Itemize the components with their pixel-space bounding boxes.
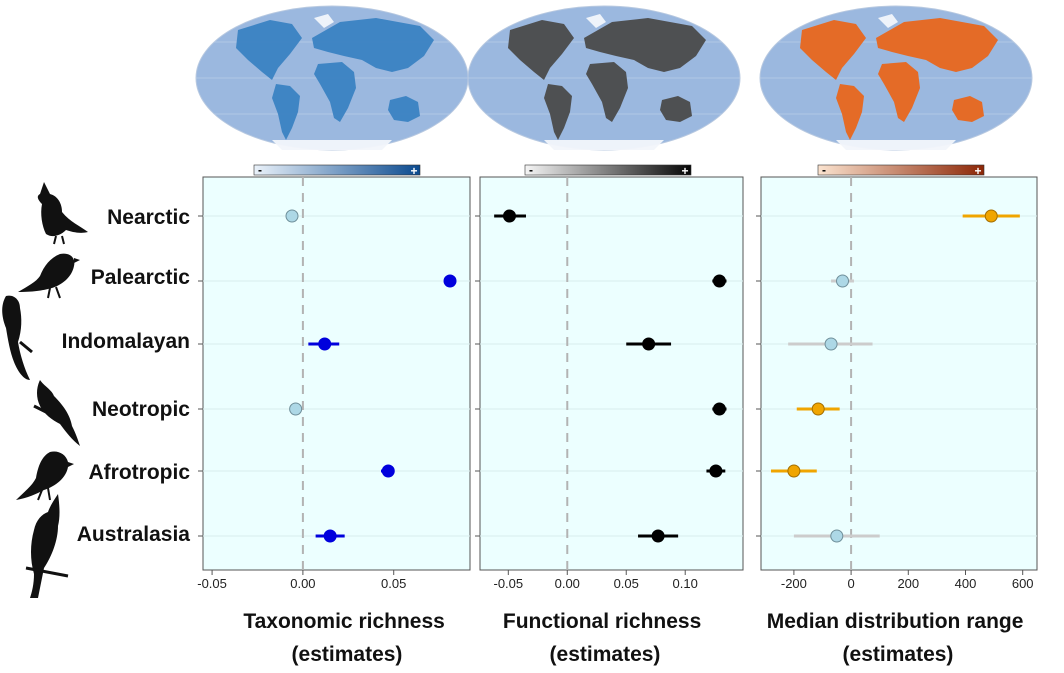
- songbird-silhouette-icon: [16, 451, 74, 501]
- region-label-palearctic: Palearctic: [91, 266, 191, 289]
- map-landmass: [876, 18, 998, 72]
- map-landmass: [272, 140, 392, 150]
- region-label-neotropic: Neotropic: [92, 398, 190, 421]
- map-landmass: [586, 14, 606, 28]
- x-tick-label: 0.05: [381, 576, 406, 591]
- estimate-point: [443, 274, 457, 288]
- x-tick-label: 0: [847, 576, 854, 591]
- region-label-nearctic: Nearctic: [107, 206, 190, 229]
- x-tick-label: 0.00: [555, 576, 580, 591]
- cardinal-silhouette-icon: [37, 182, 88, 245]
- map-landmass: [544, 140, 664, 150]
- taxonomic-colorbar: - +: [253, 163, 421, 178]
- map-landmass: [584, 18, 706, 72]
- axis-title-line: Median distribution range: [767, 610, 1024, 633]
- taxonomic-axis-title: Taxonomic richness (estimates): [243, 610, 450, 666]
- estimate-point: [712, 274, 726, 288]
- estimate-point: [836, 274, 850, 288]
- map-landmass: [312, 18, 434, 72]
- range-axis-title: Median distribution range (estimates): [767, 610, 1030, 666]
- axis-titles: Taxonomic richness (estimates) Functiona…: [243, 610, 1030, 666]
- drongo-silhouette-icon: [2, 295, 33, 380]
- colorbar-minus-sign: -: [529, 163, 533, 177]
- map-landmass: [586, 62, 628, 122]
- estimate-point: [289, 402, 303, 416]
- x-tick-label: 0.10: [673, 576, 698, 591]
- map-landmass: [388, 96, 420, 122]
- region-label-indomalayan: Indomalayan: [62, 330, 190, 353]
- finch-silhouette-icon: [18, 253, 80, 299]
- estimate-point: [323, 529, 337, 543]
- functional-richness-panel: -0.05 0.00 0.05 0.10: [475, 176, 744, 591]
- x-tick-label: 400: [955, 576, 977, 591]
- honeyeater-silhouette-icon: [25, 494, 69, 598]
- estimate-point: [830, 529, 844, 543]
- colorbar-plus-sign: +: [974, 164, 981, 178]
- map-landmass: [878, 62, 920, 122]
- taxonomic-richness-panel: -0.05 0.00 0.05: [197, 176, 471, 591]
- map-landmass: [660, 96, 692, 122]
- panel-background: [202, 176, 471, 571]
- distribution-range-map: [759, 5, 1033, 151]
- panel-background: [479, 176, 744, 571]
- x-tick-label: 600: [1012, 576, 1034, 591]
- colorbar-plus-sign: +: [410, 164, 417, 178]
- map-landmass: [314, 14, 334, 28]
- perched-bird-silhouette-icon: [33, 380, 80, 446]
- map-landmass: [836, 140, 956, 150]
- region-label-australasia: Australasia: [77, 523, 191, 546]
- map-landmass: [314, 62, 356, 122]
- x-tick-label: -0.05: [493, 576, 523, 591]
- functional-colorbar: - +: [524, 163, 692, 178]
- taxonomic-richness-map: [195, 5, 469, 151]
- colorbar-plus-sign: +: [681, 164, 688, 178]
- estimate-point: [984, 209, 998, 223]
- region-label-afrotropic: Afrotropic: [89, 461, 191, 484]
- x-tick-label: -0.05: [197, 576, 227, 591]
- functional-richness-map: [467, 5, 741, 151]
- region-labels: Nearctic Palearctic Indomalayan Neotropi…: [62, 206, 191, 546]
- x-tick-label: -200: [781, 576, 807, 591]
- estimate-point: [285, 209, 299, 223]
- map-continents: [508, 14, 706, 150]
- axis-title-line: (estimates): [292, 643, 403, 666]
- map-landmass: [800, 20, 866, 80]
- map-continents: [800, 14, 998, 150]
- x-tick-label: 0.05: [614, 576, 639, 591]
- map-landmass: [952, 96, 984, 122]
- colorbar-minus-sign: -: [822, 163, 826, 177]
- distribution-range-panel: -200 0 200 400 600: [756, 176, 1038, 591]
- map-landmass: [508, 20, 574, 80]
- estimate-point: [824, 337, 838, 351]
- estimate-point: [651, 529, 665, 543]
- map-landmass: [272, 84, 300, 140]
- bird-silhouettes: [2, 182, 88, 598]
- panel-background: [760, 176, 1038, 571]
- estimate-point: [502, 209, 516, 223]
- functional-axis-title: Functional richness (estimates): [503, 610, 707, 666]
- x-tick-label: 0.00: [290, 576, 315, 591]
- map-landmass: [878, 14, 898, 28]
- colorbar-minus-sign: -: [258, 163, 262, 177]
- estimate-point: [811, 402, 825, 416]
- estimate-point: [709, 464, 723, 478]
- axis-title-line: Taxonomic richness: [243, 610, 445, 633]
- estimate-point: [642, 337, 656, 351]
- axis-title-line: Functional richness: [503, 610, 701, 633]
- estimate-point: [712, 402, 726, 416]
- map-landmass: [236, 20, 302, 80]
- axis-title-line: (estimates): [550, 643, 661, 666]
- range-colorbar: - +: [817, 163, 985, 178]
- estimate-point: [381, 464, 395, 478]
- estimate-point: [787, 464, 801, 478]
- estimate-point: [318, 337, 332, 351]
- map-landmass: [836, 84, 864, 140]
- axis-title-line: (estimates): [843, 643, 954, 666]
- map-landmass: [544, 84, 572, 140]
- map-continents: [236, 14, 434, 150]
- x-tick-label: 200: [897, 576, 919, 591]
